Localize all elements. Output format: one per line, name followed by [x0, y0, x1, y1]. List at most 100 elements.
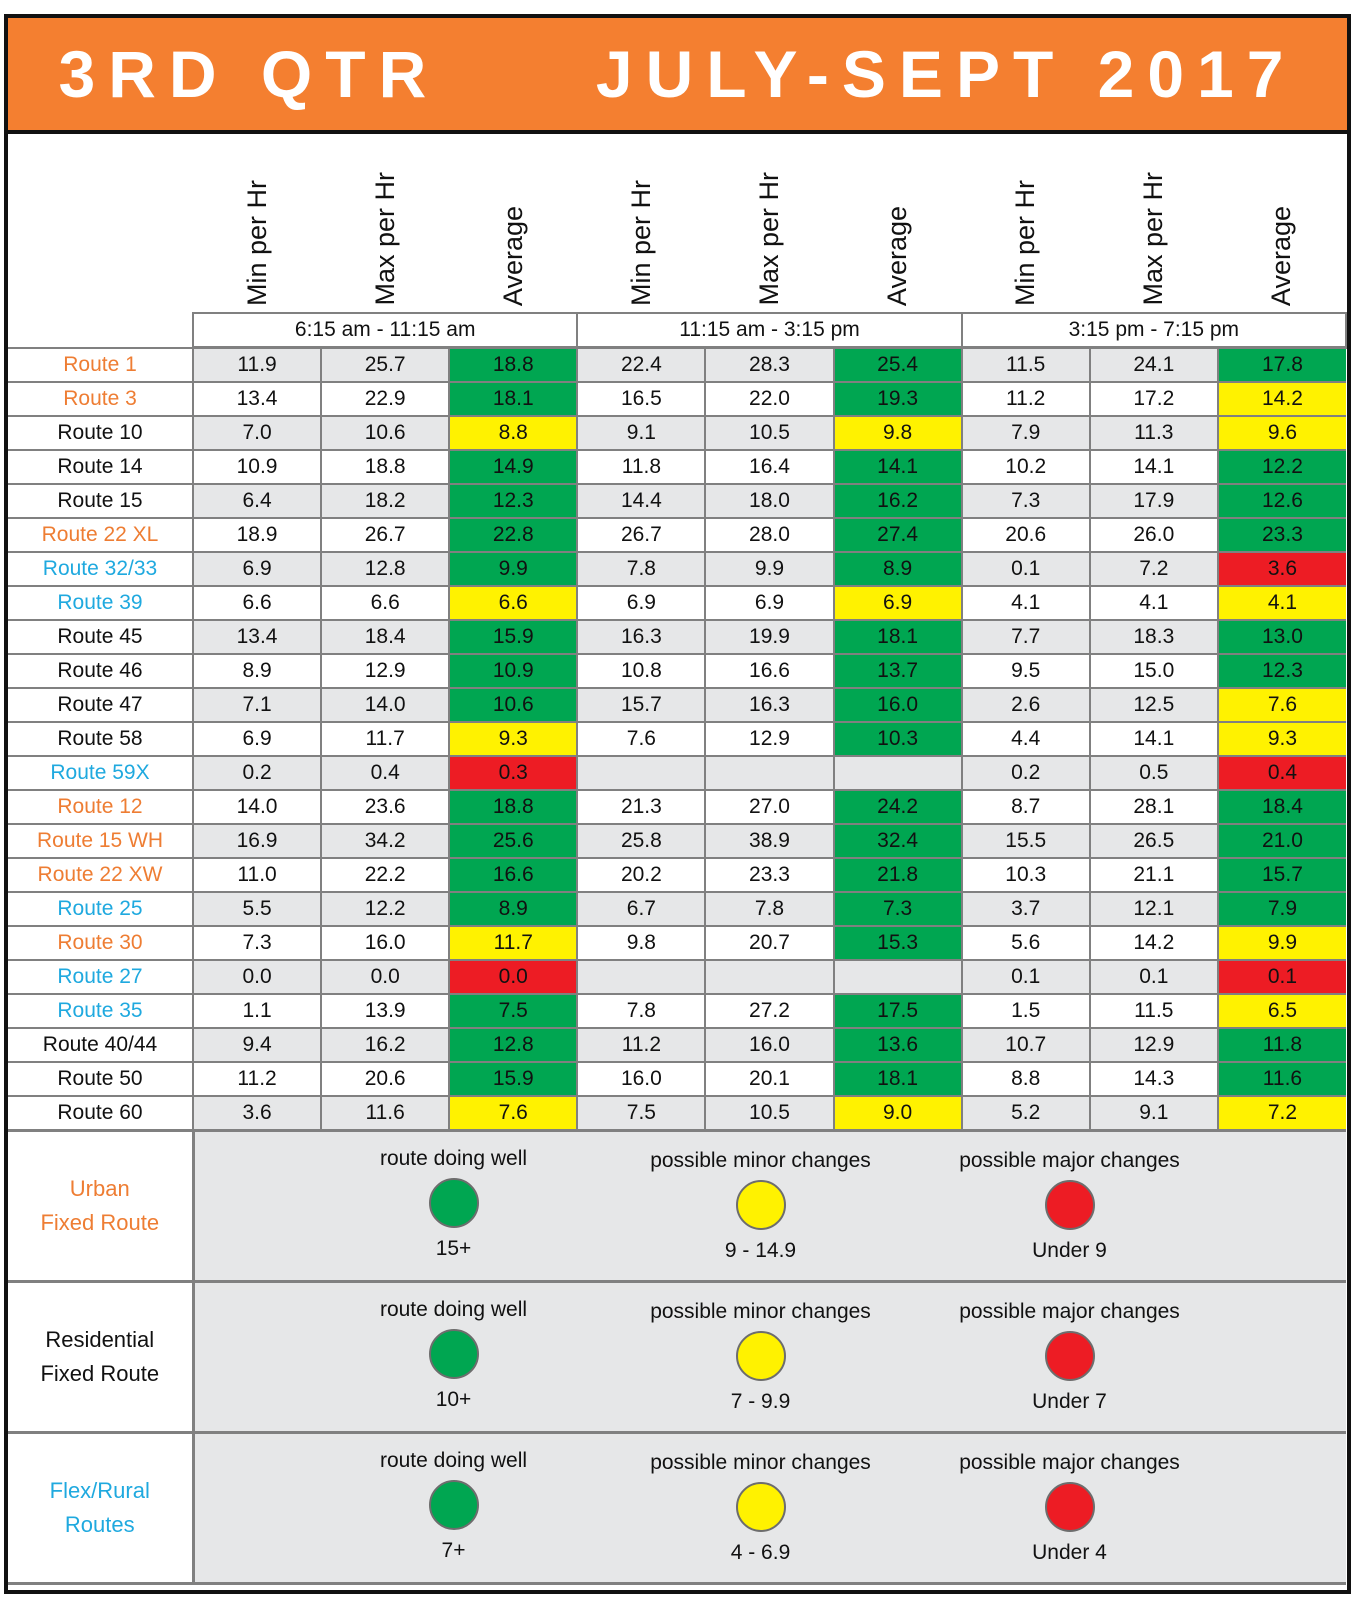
- max-per-hr-cell: 26.7: [320, 517, 451, 553]
- time-period-header: 3:15 pm - 7:15 pm: [960, 312, 1347, 349]
- table-row: Route 22 XL 18.9 26.7 22.8 26.7 28.0 27.4 20.6 2…: [8, 517, 1346, 553]
- legend-threshold: Under 9: [1032, 1239, 1107, 1262]
- legend-row: Residential Fixed Route route doing well 10…: [8, 1280, 1346, 1434]
- average-cell: 23.3: [1216, 517, 1346, 553]
- max-per-hr-cell: 22.9: [320, 381, 451, 417]
- min-per-hr-cell: 7.8: [576, 551, 707, 587]
- average-cell: 25.6: [448, 823, 579, 859]
- max-per-hr-cell: 24.1: [1088, 346, 1219, 383]
- table-row: Route 22 XW 11.0 22.2 16.6 20.2 23.3 21.8 10.3 2…: [8, 857, 1346, 893]
- column-header: Average: [1218, 134, 1346, 313]
- average-cell: 27.4: [832, 517, 963, 553]
- table-row: Route 59X 0.2 0.4 0.3 0.2 0.5 0.4: [8, 755, 1346, 791]
- max-per-hr-cell: 26.0: [1088, 517, 1219, 553]
- column-header: Max per Hr: [705, 134, 833, 313]
- average-cell: 12.8: [448, 1027, 579, 1063]
- legend-caption: possible minor changes: [650, 1149, 871, 1172]
- report-frame: 3RD QTR JULY-SEPT 2017 Min per Hr Max per…: [4, 14, 1351, 1594]
- max-per-hr-cell: 28.3: [704, 346, 835, 383]
- route-name: Route 50: [8, 1061, 194, 1097]
- min-per-hr-cell: 4.4: [960, 721, 1091, 757]
- route-name: Route 59X: [8, 755, 194, 791]
- min-per-hr-cell: 16.9: [191, 823, 323, 859]
- max-per-hr-cell: 18.4: [320, 619, 451, 655]
- average-cell: 0.3: [448, 755, 579, 791]
- min-per-hr-cell: 9.5: [960, 653, 1091, 689]
- min-per-hr-cell: 11.8: [576, 449, 707, 485]
- max-per-hr-cell: 18.0: [704, 483, 835, 519]
- green-circle-icon: [428, 1480, 479, 1530]
- min-per-hr-cell: 10.8: [576, 653, 707, 689]
- average-cell: 18.1: [448, 381, 579, 417]
- average-cell: 0.0: [448, 959, 579, 995]
- average-cell: 15.9: [448, 619, 579, 655]
- legend-threshold: Under 7: [1032, 1390, 1107, 1413]
- table-row: Route 15 WH 16.9 34.2 25.6 25.8 38.9 32.4 15.5 2…: [8, 823, 1346, 859]
- max-per-hr-cell: 12.9: [1088, 1027, 1219, 1063]
- legend-caption: possible minor changes: [650, 1300, 871, 1323]
- average-cell: 15.7: [1216, 857, 1346, 893]
- average-cell: 16.2: [832, 483, 963, 519]
- legend-category-label: Fixed Route: [40, 1210, 160, 1235]
- legend-item: possible major changes Under 9: [930, 1146, 1210, 1266]
- time-period-header: 6:15 am - 11:15 am: [191, 312, 579, 349]
- average-cell: 10.6: [448, 687, 579, 723]
- max-per-hr-cell: 22.2: [320, 857, 451, 893]
- page-title: 3RD QTR JULY-SEPT 2017: [8, 18, 1347, 134]
- average-cell: 7.9: [1216, 891, 1346, 927]
- min-per-hr-cell: 9.8: [576, 925, 707, 961]
- min-per-hr-cell: 9.1: [576, 415, 707, 451]
- legend-category: Flex/Rural Routes: [8, 1431, 195, 1585]
- average-cell: 22.8: [448, 517, 579, 553]
- min-per-hr-cell: 7.7: [960, 619, 1091, 655]
- max-per-hr-cell: 12.5: [1088, 687, 1219, 723]
- min-per-hr-cell: 7.1: [191, 687, 323, 723]
- table-row: Route 60 3.6 11.6 7.6 7.5 10.5 9.0 5.2 9.1 7.2: [8, 1095, 1346, 1132]
- table-row: Route 47 7.1 14.0 10.6 15.7 16.3 16.0 2.6 12.5 7.…: [8, 687, 1346, 723]
- min-per-hr-cell: 0.0: [191, 959, 323, 995]
- min-per-hr-cell: 8.9: [191, 653, 323, 689]
- route-name: Route 25: [8, 891, 194, 927]
- min-per-hr-cell: 1.5: [960, 993, 1091, 1029]
- average-cell: 6.6: [448, 585, 579, 621]
- min-per-hr-cell: 11.9: [191, 346, 323, 383]
- column-header: Min per Hr: [193, 134, 321, 313]
- min-per-hr-cell: 11.5: [960, 346, 1091, 383]
- average-cell: 11.8: [1216, 1027, 1346, 1063]
- min-per-hr-cell: 0.1: [960, 959, 1091, 995]
- min-per-hr-cell: 15.5: [960, 823, 1091, 859]
- column-header-label: Min per Hr: [1010, 179, 1041, 306]
- average-cell: 16.6: [448, 857, 579, 893]
- max-per-hr-cell: 16.0: [704, 1027, 835, 1063]
- max-per-hr-cell: 25.7: [320, 346, 451, 383]
- average-cell: 12.6: [1216, 483, 1346, 519]
- legend-category-label: Fixed Route: [40, 1361, 160, 1386]
- route-name: Route 14: [8, 449, 194, 485]
- min-per-hr-cell: [576, 959, 707, 995]
- table-row: Route 27 0.0 0.0 0.0 0.1 0.1 0.1: [8, 959, 1346, 995]
- min-per-hr-cell: 22.4: [576, 346, 707, 383]
- max-per-hr-cell: 12.2: [320, 891, 451, 927]
- legend-key: route doing well 15+ possible minor change…: [192, 1129, 1346, 1283]
- column-header-label: Max per Hr: [369, 172, 400, 306]
- table-row: Route 10 7.0 10.6 8.8 9.1 10.5 9.8 7.9 11.3 9.6: [8, 415, 1346, 451]
- max-per-hr-cell: 22.0: [704, 381, 835, 417]
- average-cell: 7.2: [1216, 1095, 1346, 1132]
- route-name: Route 15: [8, 483, 194, 519]
- max-per-hr-cell: 9.9: [704, 551, 835, 587]
- route-name: Route 22 XW: [8, 857, 194, 893]
- min-per-hr-cell: 1.1: [191, 993, 323, 1029]
- legend-threshold: 7 - 9.9: [730, 1390, 791, 1413]
- max-per-hr-cell: 18.8: [320, 449, 451, 485]
- legend-row: Urban Fixed Route route doing well 15+ possi…: [8, 1129, 1346, 1283]
- average-cell: 17.8: [1216, 346, 1346, 383]
- time-period-row: 6:15 am - 11:15 am 11:15 am - 3:15 pm 3:15…: [8, 312, 1347, 349]
- average-cell: 11.7: [448, 925, 579, 961]
- column-header-label: Average: [1266, 205, 1297, 306]
- route-name: Route 40/44: [8, 1027, 194, 1063]
- column-header-label: Average: [882, 205, 913, 306]
- min-per-hr-cell: 2.6: [960, 687, 1091, 723]
- max-per-hr-cell: 34.2: [320, 823, 451, 859]
- average-cell: 14.2: [1216, 381, 1346, 417]
- min-per-hr-cell: 26.7: [576, 517, 707, 553]
